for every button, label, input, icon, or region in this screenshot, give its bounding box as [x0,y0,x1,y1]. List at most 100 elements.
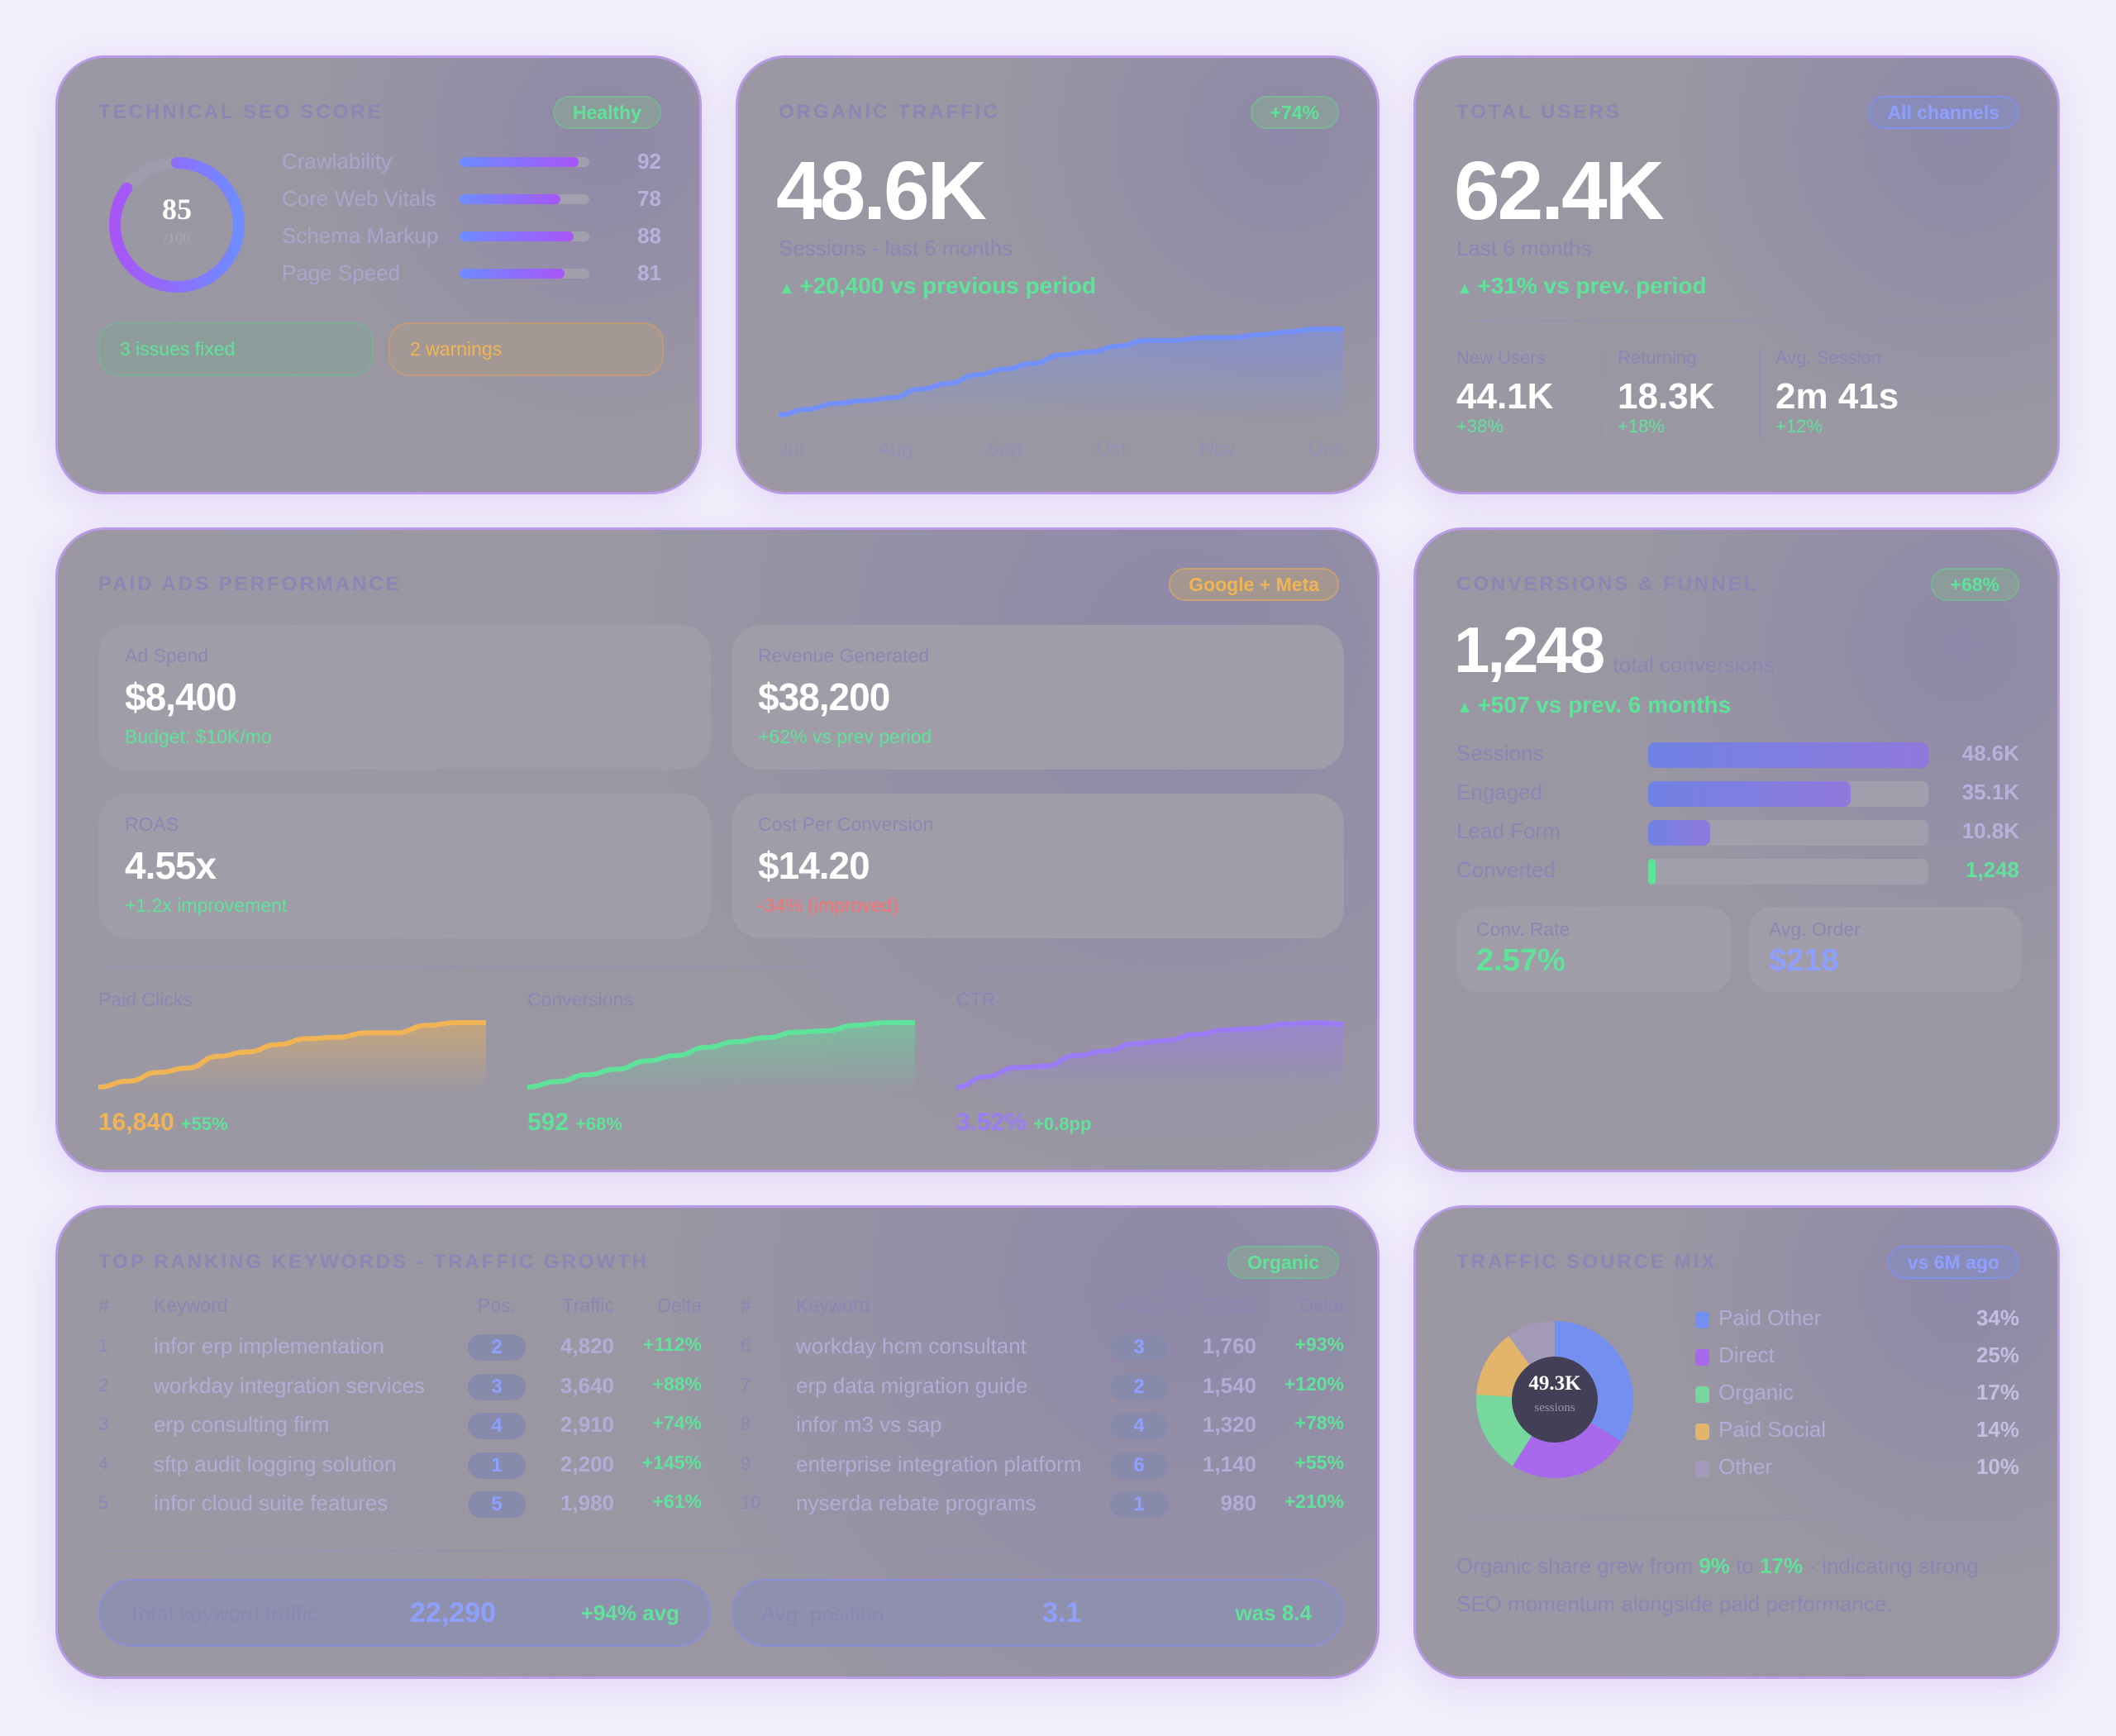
stat-delta: +18% [1618,416,1665,436]
metric-label: Schema Markup [282,223,439,248]
keyword-row: 1 infor erp implementation 2 4,820 +112% [98,1332,702,1365]
seo-score-max: /100 [163,230,190,246]
keyword-delta: +145% [641,1451,702,1473]
seo-score-ring [109,157,245,293]
funnel-label: Engaged [1456,780,1543,804]
users-delta: ▲ +31% vs prev. period [1456,273,1707,299]
keyword-row: 10 nyserda rebate programs 1 980 +210% [741,1489,1344,1522]
spark-delta: +55% [180,1114,228,1134]
keyword-text[interactable]: enterprise integration platform [796,1451,1082,1476]
keyword-text[interactable]: sftp audit logging solution [154,1451,397,1476]
keyword-rank: 10 [741,1492,761,1513]
divider [98,966,1343,967]
keyword-text[interactable]: workday integration services [154,1372,426,1398]
total-keyword-traffic-delta: +94% avg [580,1600,679,1625]
funnel-bar-track [1648,859,1928,885]
stat-label: Returning [1618,347,1697,368]
legend-label: Organic [1718,1380,1794,1405]
metric-bar-track [460,269,589,279]
keyword-delta: +112% [643,1333,702,1355]
spark-label: Conversions [527,989,633,1010]
issues-fixed-button[interactable]: 3 issues fixed [98,322,374,376]
keyword-text[interactable]: workday hcm consultant [796,1333,1027,1358]
funnel-value: 35.1K [1961,780,2019,804]
position-pill: 1 [468,1452,526,1479]
legend-value: 34% [1975,1305,2019,1330]
up-arrow-icon: ▲ [1456,699,1478,717]
metric-label: Core Web Vitals [282,186,436,211]
metric-bar-track [460,157,589,167]
spark-line [527,1020,915,1090]
position-value: 5 [468,1491,526,1518]
month-axis: Jul Aug Sep Oct Nov Dec [779,438,1344,461]
all-channels-badge[interactable]: All channels [1867,96,2019,129]
keyword-row: 7 erp data migration guide 2 1,540 +120% [741,1371,1344,1405]
tile-value: $8,400 [125,675,237,718]
spark-value: 16,840 [98,1109,174,1136]
column-header: Keyword [796,1295,870,1316]
keyword-rank: 8 [741,1414,751,1434]
keyword-traffic: 1,980 [560,1490,614,1515]
metric-bar-fill [460,231,574,241]
avg-position-label: Avg. position [761,1601,884,1626]
organic-delta-text: +20,400 vs previous period [799,273,1097,298]
insight-from-value: 9% [1699,1553,1730,1578]
keyword-text[interactable]: infor m3 vs sap [796,1412,942,1437]
column-header: Keyword [154,1295,228,1316]
position-pill: 2 [468,1333,526,1361]
stat-label: New Users [1456,347,1546,368]
month-tick-label: Nov [1199,438,1236,460]
metric-value: 81 [637,260,661,285]
keyword-rank: 4 [98,1452,109,1474]
metric-value: 92 [637,149,661,174]
stat-delta: +12% [1775,416,1823,436]
tile-note: +1.2x improvement [125,894,288,916]
total-conversions-label: total conversions [1613,652,1775,677]
position-value: 6 [1110,1452,1168,1479]
vs-6m-ago-badge[interactable]: vs 6M ago [1887,1246,2019,1279]
column-header: Delta [1299,1295,1344,1316]
conv-rate-value: 2.57% [1476,943,1566,978]
legend-label: Paid Other [1718,1305,1822,1330]
column-header: Pos. [477,1295,517,1316]
spark-area [98,1023,486,1092]
stat-value: 2m 41s [1775,376,1899,417]
legend-value: 25% [1975,1343,2019,1367]
users-subtitle: Last 6 months [1456,236,1592,260]
keyword-row: 6 workday hcm consultant 3 1,760 +93% [741,1332,1344,1365]
spark-area [527,1023,915,1092]
keyword-text[interactable]: erp data migration guide [796,1372,1028,1398]
keyword-text[interactable]: nyserda rebate programs [796,1490,1037,1515]
healthy-badge: Healthy [552,96,661,129]
month-tick-label: Sep [986,438,1022,460]
metric-label: Crawlability [282,149,392,174]
keyword-text[interactable]: infor cloud suite features [154,1490,388,1515]
spark-delta: +68% [575,1114,622,1134]
insight-to-value: 17% [1760,1553,1804,1578]
position-pill: 6 [1110,1452,1168,1479]
warnings-button[interactable]: 2 warnings [388,322,664,376]
keyword-delta: +93% [1294,1333,1344,1355]
funnel-value: 10.8K [1961,818,2019,843]
spark-value: 592 [527,1109,570,1136]
keyword-text[interactable]: erp consulting firm [154,1412,330,1437]
divider [1456,321,2022,322]
avg-order-label: Avg. Order [1769,918,1861,940]
organic-delta: ▲ +20,400 vs previous period [779,273,1096,299]
up-arrow-icon: ▲ [1456,279,1478,298]
organic-badge: Organic [1227,1246,1339,1279]
position-value: 4 [1110,1413,1168,1439]
spark-value: 3.52% [956,1109,1027,1136]
insight-text-mid: to [1729,1553,1761,1578]
card-title: Total Users [1456,101,1622,123]
total-keyword-traffic-value: 22,290 [410,1597,496,1629]
keyword-rank: 6 [741,1335,751,1356]
keyword-text[interactable]: infor erp implementation [154,1333,384,1358]
keyword-rank: 2 [98,1374,109,1395]
donut-hole [1512,1357,1598,1443]
legend-swatch [1695,1386,1709,1403]
spark-chart [98,1020,486,1092]
spark-label: CTR [956,989,996,1010]
position-value: 3 [1110,1334,1168,1361]
keyword-traffic: 980 [1220,1490,1256,1515]
